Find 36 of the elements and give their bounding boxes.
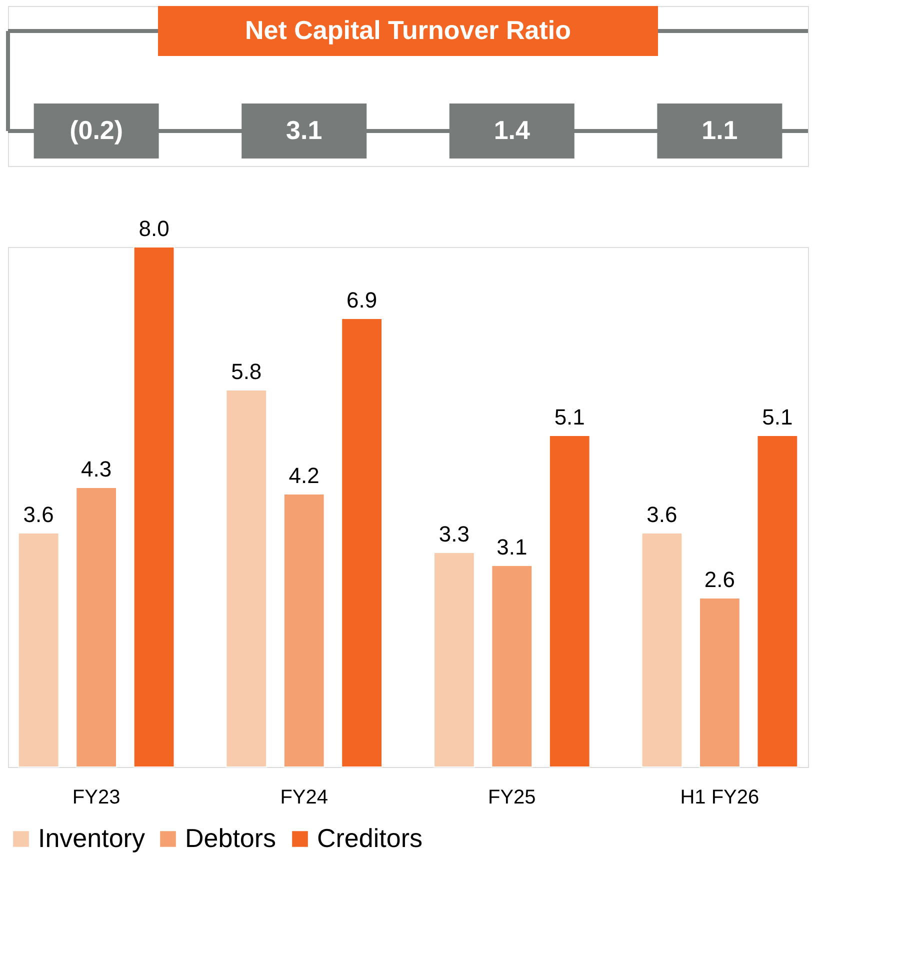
data-label: 3.3 <box>438 522 470 546</box>
bar <box>433 552 475 768</box>
legend-label: Inventory <box>38 823 145 853</box>
bar <box>756 435 798 768</box>
bar <box>76 487 118 768</box>
x-tick-label: FY24 <box>280 786 328 808</box>
bar <box>133 246 175 768</box>
data-label: 4.3 <box>81 456 112 482</box>
bar <box>641 532 683 768</box>
data-label: 6.9 <box>346 288 378 312</box>
data-label: 5.8 <box>231 359 262 384</box>
x-tick-label: FY25 <box>488 786 536 808</box>
data-label: 5.1 <box>762 404 793 430</box>
bar <box>341 318 383 768</box>
bar <box>226 390 268 768</box>
data-label: 3.1 <box>496 534 528 560</box>
legend-label: Creditors <box>317 823 422 853</box>
data-label: 2.6 <box>704 567 735 592</box>
text: 3.1 <box>286 115 322 145</box>
x-tick-label: H1 FY26 <box>680 786 760 808</box>
data-label: 4.2 <box>288 463 320 488</box>
bar <box>283 494 325 768</box>
data-label: 3.6 <box>23 502 54 527</box>
legend-label: Debtors <box>185 823 276 853</box>
data-label: 5.1 <box>554 404 585 430</box>
chart-title: Net Capital Turnover Ratio <box>244 15 572 45</box>
bar <box>18 532 60 768</box>
bar <box>548 435 590 768</box>
data-label: 8.0 <box>138 216 170 241</box>
text: 1.1 <box>702 115 738 145</box>
data-label: 3.6 <box>646 502 678 527</box>
bar <box>491 565 533 768</box>
text: (0.2) <box>70 115 124 145</box>
bar <box>698 598 740 768</box>
text: 1.4 <box>494 115 530 145</box>
x-tick-label: FY23 <box>72 786 120 808</box>
